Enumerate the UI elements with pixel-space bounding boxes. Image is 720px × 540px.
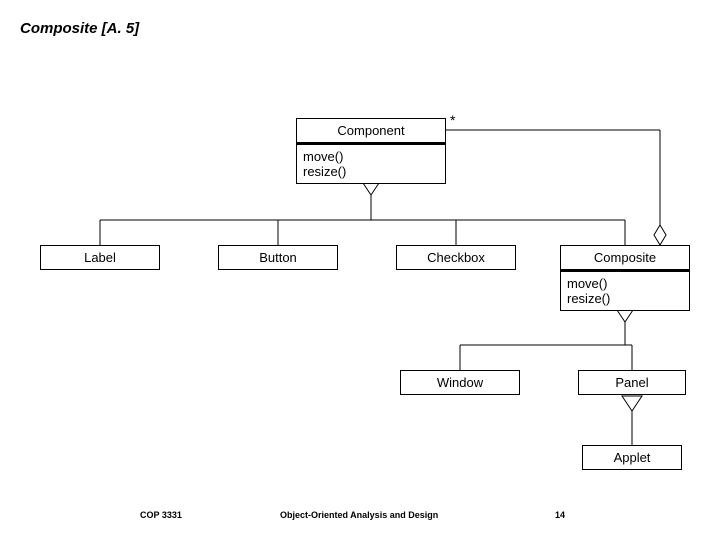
class-name: Window: [401, 371, 519, 394]
footer-left: COP 3331: [140, 510, 182, 520]
class-panel: Panel: [578, 370, 686, 395]
class-methods: move() resize(): [297, 143, 445, 183]
class-checkbox: Checkbox: [396, 245, 516, 270]
page-title: Composite [A. 5]: [20, 20, 139, 37]
class-label: Label: [40, 245, 160, 270]
class-component: Component move() resize(): [296, 118, 446, 184]
class-name: Panel: [579, 371, 685, 394]
footer-right: 14: [555, 510, 565, 520]
class-name: Applet: [583, 446, 681, 469]
method: resize(): [303, 164, 439, 179]
method: move(): [567, 276, 683, 291]
class-composite: Composite move() resize(): [560, 245, 690, 311]
method: resize(): [567, 291, 683, 306]
class-name: Label: [41, 246, 159, 269]
class-name: Composite: [561, 246, 689, 270]
class-button: Button: [218, 245, 338, 270]
class-methods: move() resize(): [561, 270, 689, 310]
class-name: Component: [297, 119, 445, 143]
method: move(): [303, 149, 439, 164]
multiplicity-star: *: [450, 112, 455, 128]
footer-center: Object-Oriented Analysis and Design: [280, 510, 438, 520]
class-window: Window: [400, 370, 520, 395]
class-name: Checkbox: [397, 246, 515, 269]
class-name: Button: [219, 246, 337, 269]
class-applet: Applet: [582, 445, 682, 470]
